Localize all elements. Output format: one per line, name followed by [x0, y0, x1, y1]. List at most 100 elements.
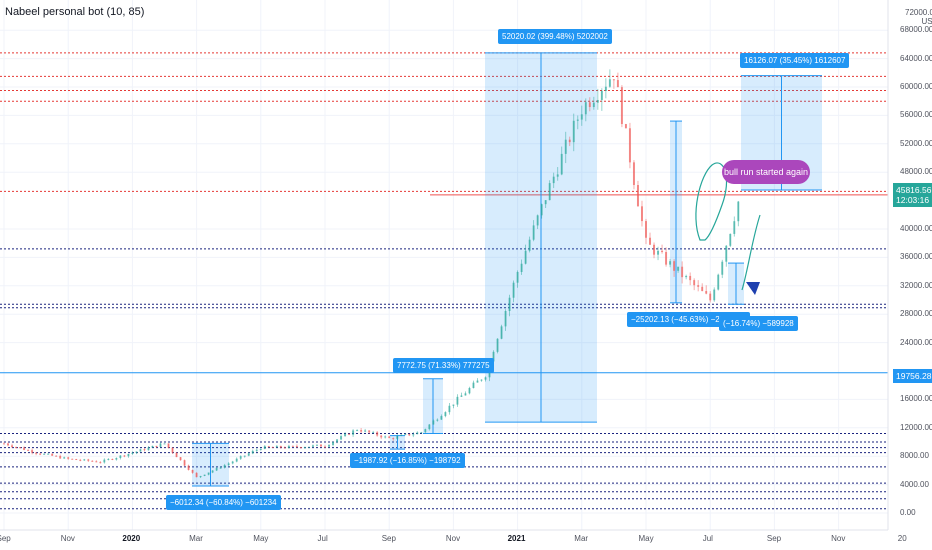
candle-body — [219, 467, 222, 469]
candle-body — [307, 446, 310, 448]
candle-body — [55, 455, 58, 457]
price-tick-label: 52000.00 — [900, 138, 932, 148]
candle-body — [255, 449, 258, 451]
candle-body — [572, 120, 575, 143]
candle-body — [376, 432, 379, 436]
candle-body — [588, 102, 591, 108]
candle-body — [51, 453, 54, 456]
candle-body — [456, 396, 459, 405]
candle-body — [364, 430, 367, 432]
candle-body — [235, 458, 238, 462]
candle-body — [685, 275, 688, 278]
candle-body — [127, 453, 130, 457]
candle-body — [183, 460, 186, 466]
currency-unit: USD — [921, 17, 932, 26]
candle-body — [717, 274, 720, 290]
candle-body — [512, 282, 515, 298]
price-tick-label: 28000.00 — [900, 309, 932, 319]
candle-body — [729, 233, 732, 246]
candle-body — [693, 280, 696, 286]
candle-body — [103, 459, 106, 463]
time-tick-label: 2020 — [122, 534, 141, 543]
time-tick-label: Jul — [702, 534, 713, 543]
candle-body — [544, 200, 547, 205]
candle-body — [532, 225, 535, 240]
candle-body — [725, 245, 728, 262]
price-tick-label: 36000.00 — [900, 252, 932, 262]
countdown-timer: 12:03:16 — [896, 195, 930, 205]
candle-body — [191, 469, 194, 473]
candle-body — [155, 445, 158, 447]
candle-body — [713, 289, 716, 301]
candle-body — [536, 215, 539, 226]
candle-body — [649, 237, 652, 245]
price-tick-label: 12000.00 — [900, 422, 932, 432]
candle-body — [612, 79, 615, 81]
time-tick-label: May — [253, 534, 269, 543]
candle-body — [661, 250, 664, 253]
candle-body — [400, 434, 403, 436]
candle-body — [380, 435, 383, 438]
candle-body — [279, 445, 282, 448]
candle-body — [540, 204, 543, 216]
measure-label: (−16.74%) −589928 — [719, 316, 798, 331]
candle-body — [448, 405, 451, 413]
candle-body — [632, 162, 635, 186]
candle-body — [384, 436, 387, 438]
candle-body — [552, 176, 555, 184]
candle-body — [665, 252, 668, 265]
candle-body — [653, 244, 656, 255]
price-tick-label: 48000.00 — [900, 167, 932, 177]
candle-body — [596, 99, 599, 103]
candle-body — [227, 463, 230, 466]
candle-body — [336, 439, 339, 442]
candle-body — [315, 444, 318, 446]
level-price-tag: 19756.28 — [893, 369, 932, 383]
candle-body — [119, 455, 122, 458]
candle-body — [436, 419, 439, 421]
candle-body — [247, 453, 250, 456]
time-tick-label: Sep — [766, 534, 782, 543]
price-tick-label: 64000.00 — [900, 53, 932, 63]
candle-body — [332, 441, 335, 445]
candle-body — [356, 430, 359, 432]
candle-body — [295, 445, 298, 448]
candle-body — [31, 450, 34, 453]
candle-body — [412, 434, 415, 436]
candle-body — [107, 458, 110, 460]
measure-boxes[interactable] — [192, 52, 822, 487]
candle-body — [580, 114, 583, 120]
candle-body — [420, 432, 423, 434]
candle-body — [95, 461, 98, 463]
candle-body — [524, 250, 527, 264]
candle-body — [199, 475, 202, 478]
candle-body — [496, 338, 499, 352]
candle-body — [701, 286, 704, 292]
time-tick-label: Jul — [317, 534, 328, 543]
indicator-title[interactable]: Nabeel personal bot (10, 85) — [5, 6, 145, 18]
candle-body — [669, 261, 672, 265]
price-tick-label: 56000.00 — [900, 110, 932, 120]
candle-body — [368, 430, 371, 433]
candle-body — [733, 221, 736, 234]
candle-body — [705, 291, 708, 294]
candle-body — [492, 351, 495, 362]
candle-body — [508, 297, 511, 312]
candle-body — [283, 447, 286, 449]
measure-label: −6012.34 (−60.84%) −601234 — [166, 495, 281, 510]
candle-body — [344, 433, 347, 437]
candle-body — [504, 311, 507, 327]
candle-body — [35, 452, 38, 454]
candle-body — [428, 424, 431, 430]
candle-body — [620, 87, 623, 125]
candle-body — [67, 457, 70, 459]
candle-body — [484, 377, 487, 380]
candle-body — [303, 447, 306, 449]
candle-body — [239, 456, 242, 459]
candle-body — [71, 458, 74, 460]
annotation-bubble[interactable]: bull run started again — [722, 160, 810, 184]
candle-body — [7, 443, 10, 446]
time-tick-label: 2021 — [507, 534, 526, 543]
candle-body — [23, 447, 26, 450]
